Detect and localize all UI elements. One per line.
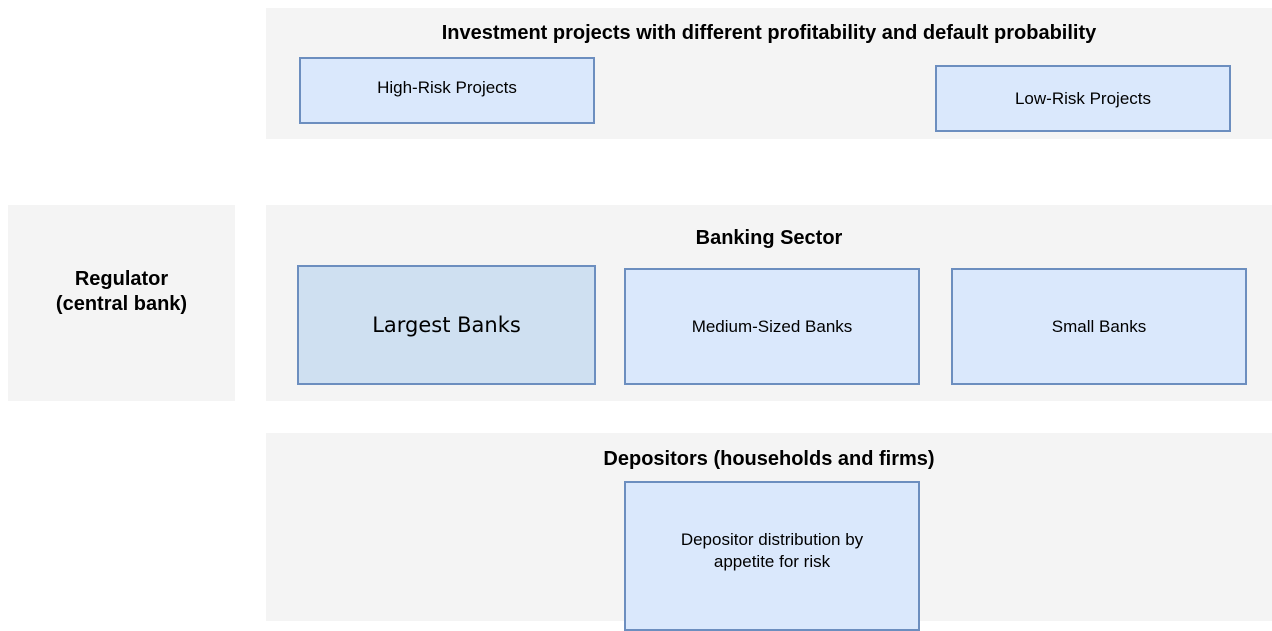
medium-banks-box: Medium-Sized Banks (624, 268, 920, 385)
low-risk-box: Low-Risk Projects (935, 65, 1231, 132)
panel-title: Investment projects with different profi… (441, 22, 1097, 44)
depositor-box: Depositor distribution by appetite for r… (624, 481, 920, 631)
small-banks-box: Small Banks (951, 268, 1247, 385)
panel-title: Banking Sector (695, 227, 843, 249)
largest-banks-box: Largest Banks (297, 265, 596, 385)
panel-title: Depositors (households and firms) (603, 448, 935, 470)
high-risk-box: High-Risk Projects (299, 57, 595, 124)
regulator-label: Regulator (central bank) (8, 205, 235, 401)
